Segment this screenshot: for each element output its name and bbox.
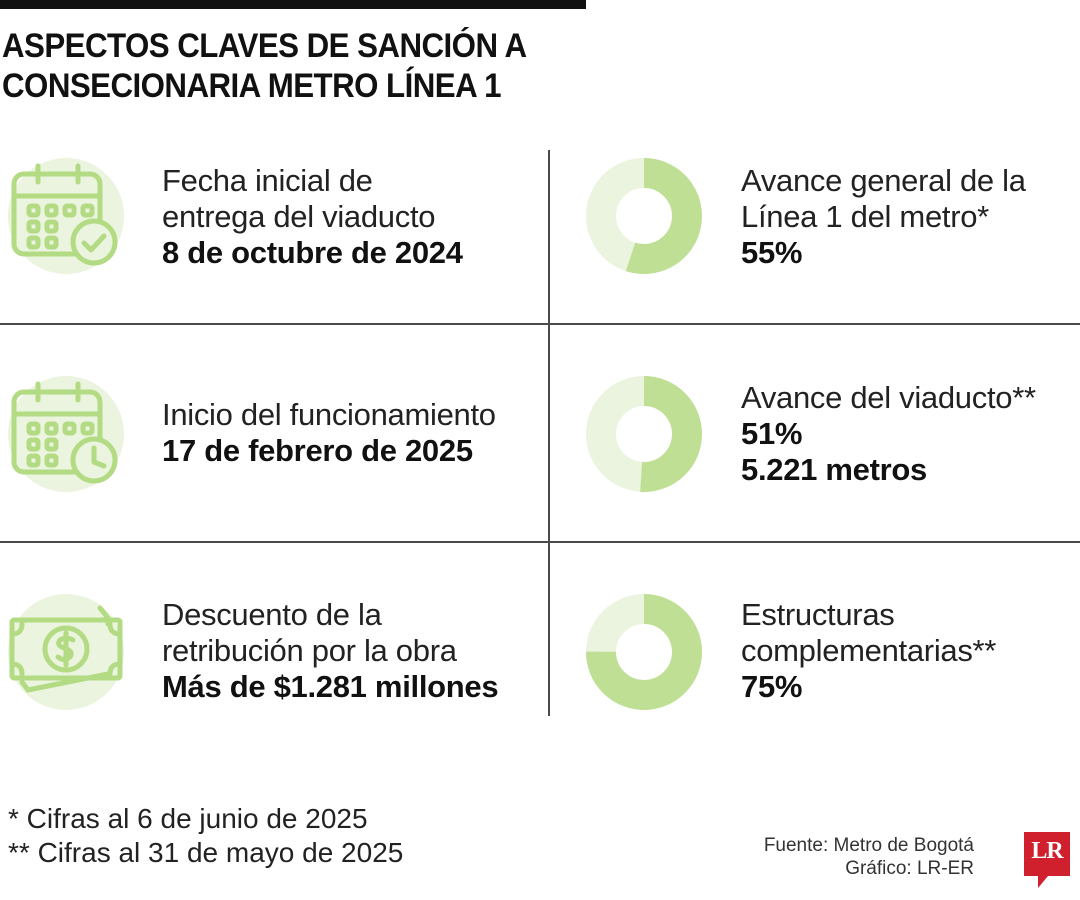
stat-avance-viaducto-line-1: Avance del viaducto** [741, 380, 1036, 415]
stat-avance-viaducto-extra: 5.221 metros [741, 452, 927, 487]
money-bill-icon [8, 594, 124, 710]
lr-logo-text: LR [1031, 838, 1063, 864]
stat-avance-general-value: 55% [741, 235, 803, 270]
stat-avance-general: Avance general de la Línea 1 del metro* … [741, 163, 1026, 271]
donut-avance-general [586, 158, 702, 274]
stat-estructuras-value: 75% [741, 669, 803, 704]
calendar-clock-icon [8, 376, 124, 492]
item-descuento-line-1: Descuento de la [162, 597, 382, 632]
credit-source: Fuente: Metro de Bogotá [763, 835, 974, 856]
calendar-check-icon [8, 158, 124, 274]
column-divider [548, 150, 550, 716]
stat-estructuras-line-1: Estructuras [741, 597, 895, 632]
item-fecha-inicial-line-1: Fecha inicial de [162, 163, 373, 198]
page-title: ASPECTOS CLAVES DE SANCIÓN A CONSECIONAR… [2, 26, 572, 106]
item-descuento-line-2: retribución por la obra [162, 633, 457, 668]
item-descuento-value: Más de $1.281 millones [162, 669, 499, 704]
row-divider-2 [0, 541, 1080, 543]
donut-avance-viaducto [586, 376, 702, 492]
stat-estructuras: Estructuras complementarias** 75% [741, 597, 996, 705]
lr-logo: LR [1024, 832, 1070, 888]
item-fecha-inicial-line-2: entrega del viaducto [162, 199, 436, 234]
footnotes: * Cifras al 6 de junio de 2025 ** Cifras… [8, 802, 403, 870]
item-descuento: Descuento de la retribución por la obra … [162, 597, 499, 705]
title-line-2: CONSECIONARIA METRO LÍNEA 1 [2, 67, 501, 105]
stat-avance-viaducto-value: 51% [741, 416, 803, 451]
footnote-1: * Cifras al 6 de junio de 2025 [8, 803, 368, 834]
stat-estructuras-line-2: complementarias** [741, 633, 997, 668]
donut-avance-viaducto-arc [586, 376, 702, 492]
item-fecha-inicial: Fecha inicial de entrega del viaducto 8 … [162, 163, 463, 271]
donut-avance-general-arc [586, 158, 702, 274]
top-rule [0, 0, 586, 9]
item-inicio-funcionamiento-value: 17 de febrero de 2025 [162, 433, 473, 468]
donut-estructuras [586, 594, 702, 710]
credits: Fuente: Metro de Bogotá Gráfico: LR-ER [764, 834, 974, 880]
footnote-2: ** Cifras al 31 de mayo de 2025 [8, 837, 404, 868]
stat-avance-general-line-1: Avance general de la [741, 163, 1026, 198]
title-line-1: ASPECTOS CLAVES DE SANCIÓN A [2, 27, 527, 65]
row-divider-1 [0, 323, 1080, 325]
item-fecha-inicial-value: 8 de octubre de 2024 [162, 235, 463, 270]
stat-avance-viaducto: Avance del viaducto** 51% 5.221 metros [741, 380, 1036, 488]
item-inicio-funcionamiento-line-1: Inicio del funcionamiento [162, 397, 496, 432]
credit-graphic: Gráfico: LR-ER [845, 858, 974, 879]
donut-estructuras-arc [586, 594, 702, 710]
stat-avance-general-line-2: Línea 1 del metro* [741, 199, 989, 234]
item-inicio-funcionamiento: Inicio del funcionamiento 17 de febrero … [162, 397, 496, 469]
